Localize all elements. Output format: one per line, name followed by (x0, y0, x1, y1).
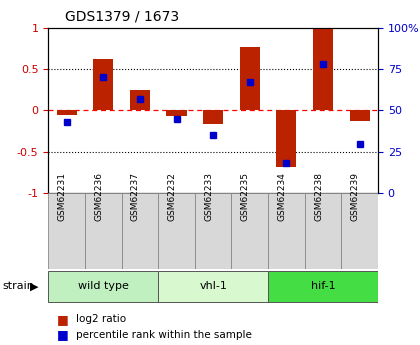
Text: ■: ■ (57, 313, 68, 326)
Bar (48, 271, 158, 302)
Text: ■: ■ (57, 328, 68, 341)
Bar (276, 110, 297, 167)
Bar (158, 271, 268, 302)
Bar (203, 110, 223, 125)
Bar (93, 59, 113, 110)
Bar (240, 48, 260, 110)
Bar (195, 193, 231, 269)
Text: hif-1: hif-1 (311, 282, 335, 291)
Text: vhl-1: vhl-1 (199, 282, 227, 291)
Bar (305, 193, 341, 269)
Text: strain: strain (2, 282, 34, 291)
Text: percentile rank within the sample: percentile rank within the sample (76, 330, 252, 339)
Text: GSM62237: GSM62237 (131, 172, 140, 221)
Text: GSM62238: GSM62238 (314, 172, 323, 221)
Bar (57, 110, 77, 115)
Bar (130, 90, 150, 110)
Text: wild type: wild type (78, 282, 129, 291)
Bar (268, 193, 305, 269)
Text: GDS1379 / 1673: GDS1379 / 1673 (65, 10, 179, 24)
Bar (341, 193, 378, 269)
Bar (231, 193, 268, 269)
Text: GSM62231: GSM62231 (58, 172, 67, 221)
Text: GSM62233: GSM62233 (204, 172, 213, 221)
Bar (85, 193, 121, 269)
Bar (313, 29, 333, 110)
Text: GSM62232: GSM62232 (168, 172, 176, 221)
Text: GSM62236: GSM62236 (94, 172, 103, 221)
Text: ▶: ▶ (30, 282, 39, 291)
Text: GSM62234: GSM62234 (278, 172, 286, 221)
Text: log2 ratio: log2 ratio (76, 314, 126, 324)
Bar (349, 110, 370, 121)
Bar (121, 193, 158, 269)
Text: GSM62235: GSM62235 (241, 172, 250, 221)
Bar (166, 110, 186, 116)
Bar (268, 271, 378, 302)
Bar (158, 193, 195, 269)
Bar (48, 193, 85, 269)
Text: GSM62239: GSM62239 (351, 172, 360, 221)
